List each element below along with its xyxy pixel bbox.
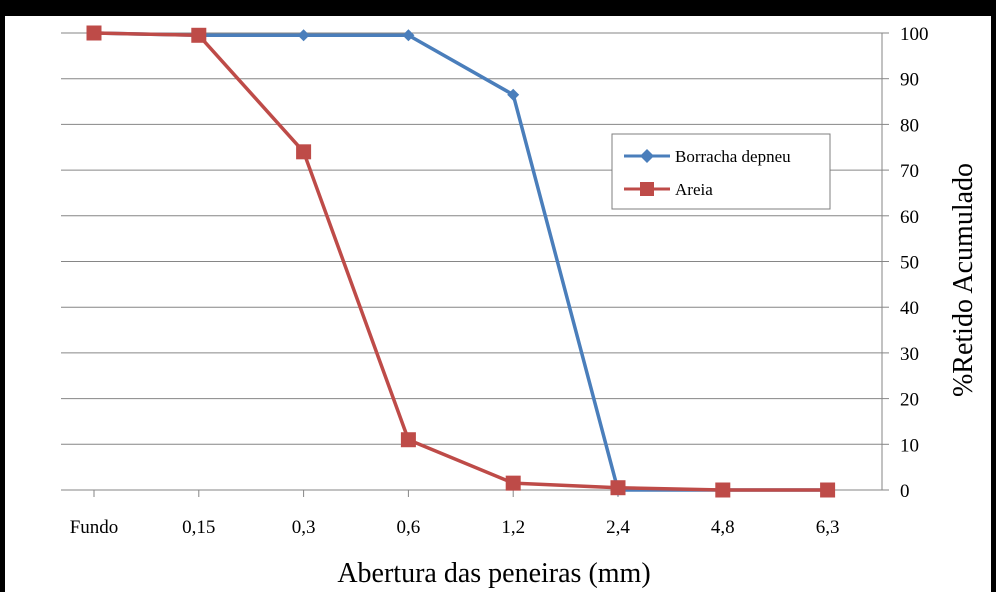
y-axis-title: %Retido Acumulado <box>948 163 979 397</box>
x-tick-label: 6,3 <box>816 517 840 538</box>
series-1-point <box>400 432 416 448</box>
chart-frame: 0 10 20 30 40 50 60 70 80 90 100 Fundo 0,15 0,3 0,6 1,… <box>5 16 991 592</box>
legend-label-borracha: Borracha depneu <box>675 147 791 166</box>
y-tick-label: 0 <box>900 481 910 502</box>
y-tick-label: 100 <box>900 24 929 45</box>
y-tick-label: 40 <box>900 298 919 319</box>
y-tick-label: 20 <box>900 390 919 411</box>
legend-marker-borracha <box>640 149 654 163</box>
x-tick-label: Fundo <box>70 517 119 538</box>
series-1-point <box>296 144 312 160</box>
series-0-point <box>402 29 415 42</box>
legend-label-areia: Areia <box>675 180 713 199</box>
legend-box <box>611 133 831 210</box>
y-tick-label: 90 <box>900 70 919 91</box>
y-tick-label: 50 <box>900 253 919 274</box>
series-1-point <box>715 482 731 498</box>
series-0-point <box>297 29 310 42</box>
legend: Borracha depneu Areia <box>611 133 831 210</box>
series-1-point <box>820 482 836 498</box>
y-tick-label: 60 <box>900 207 919 228</box>
legend-marker-areia <box>640 182 654 196</box>
y-tick-label: 30 <box>900 344 919 365</box>
series-1-point <box>610 480 626 496</box>
x-tick-label: 0,3 <box>292 517 316 538</box>
series-1-point <box>505 475 521 491</box>
series-layer <box>86 25 836 498</box>
gridlines <box>61 32 882 445</box>
series-1-point <box>191 27 207 43</box>
y-tick-label: 80 <box>900 115 919 136</box>
x-tick-label: 2,4 <box>606 517 630 538</box>
x-tick-label: 4,8 <box>711 517 735 538</box>
series-line-1 <box>93 31 828 492</box>
x-axis-ticks: Fundo 0,15 0,3 0,6 1,2 2,4 4,8 6,3 <box>70 490 840 538</box>
y-tick-label: 10 <box>900 435 919 456</box>
series-1-point <box>86 25 102 41</box>
x-tick-label: 1,2 <box>501 517 525 538</box>
x-axis-title: Abertura das peneiras (mm) <box>337 558 650 589</box>
x-tick-label: 0,6 <box>397 517 421 538</box>
retained-percentage-chart: 0 10 20 30 40 50 60 70 80 90 100 Fundo 0,15 0,3 0,6 1,… <box>61 24 979 589</box>
y-axis-ticks: 0 10 20 30 40 50 60 70 80 90 100 <box>882 24 929 502</box>
series-0-point <box>507 88 520 101</box>
x-tick-label: 0,15 <box>182 517 215 538</box>
y-tick-label: 70 <box>900 161 919 182</box>
